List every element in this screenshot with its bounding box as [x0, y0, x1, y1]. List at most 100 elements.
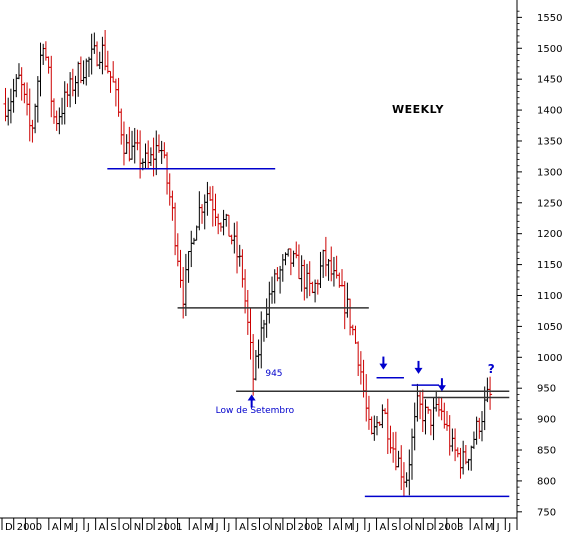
annotation-1: Low de Setembro — [216, 406, 295, 416]
price-tick-label: 1500 — [537, 44, 562, 55]
ohlc-bar — [100, 36, 105, 75]
price-tick-label: 800 — [537, 476, 556, 487]
date-tick-label: M — [344, 522, 353, 533]
ohlc-bar — [302, 259, 307, 301]
arrow-head — [414, 367, 423, 374]
price-tick-label: 950 — [537, 384, 556, 395]
ohlc-bar — [38, 42, 43, 97]
ohlc-bar — [189, 230, 194, 268]
ohlc-bar — [121, 121, 126, 166]
arrow-head — [379, 363, 388, 370]
date-tick-label: 2001 — [157, 522, 182, 533]
date-tick-label: J — [355, 522, 359, 533]
arrow-down-1 — [379, 356, 388, 370]
ohlc-bar — [296, 244, 301, 280]
ohlc-bar — [388, 425, 393, 454]
ohlc-bar — [431, 397, 436, 441]
ohlc-bar — [455, 447, 460, 458]
ohlc-bar — [428, 409, 433, 436]
ohlc-bar — [146, 140, 151, 169]
ohlc-bars — [3, 30, 493, 497]
ohlc-bar — [259, 311, 264, 369]
ohlc-bar — [95, 41, 100, 67]
ohlc-bar — [366, 395, 371, 430]
ohlc-bar — [205, 181, 210, 216]
ohlc-bar — [8, 88, 13, 124]
ohlc-bar — [261, 319, 266, 342]
ohlc-bar — [19, 67, 24, 101]
date-tick-label: O — [122, 522, 130, 533]
arrow-head — [247, 394, 256, 401]
ohlc-bar — [60, 97, 65, 125]
ohlc-bar — [127, 126, 132, 162]
date-tick-label: O — [403, 522, 411, 533]
ohlc-bar — [213, 193, 218, 227]
ohlc-bar — [245, 289, 250, 335]
ohlc-bar — [331, 256, 336, 287]
ohlc-bar — [113, 78, 118, 107]
date-tick-label: J — [507, 522, 511, 533]
date-tick-label: M — [64, 522, 73, 533]
ohlc-bar — [210, 185, 215, 227]
ohlc-bar — [148, 147, 153, 167]
annotations: 945 Low de Setembro? — [216, 356, 495, 416]
ohlc-bar — [243, 269, 248, 314]
date-tick-label: J — [74, 522, 78, 533]
price-tick-label: 1100 — [537, 291, 562, 302]
ohlc-bar — [138, 130, 143, 179]
ohlc-bar — [294, 241, 299, 259]
price-tick-label: 1550 — [537, 13, 562, 24]
date-tick-label: A — [333, 522, 340, 533]
ohlc-bar — [70, 68, 75, 97]
ohlc-bar — [159, 140, 164, 164]
ohlc-bar — [305, 263, 310, 299]
ohlc-bar — [22, 82, 27, 104]
ohlc-bar — [391, 432, 396, 463]
ohlc-bar — [307, 261, 312, 297]
chart-title: WEEKLY — [392, 103, 444, 116]
ohlc-bar — [14, 74, 19, 98]
ohlc-bar — [232, 222, 237, 254]
date-tick-label: S — [391, 522, 397, 533]
ohlc-bar — [412, 402, 417, 451]
date-tick-label: A — [99, 522, 106, 533]
ohlc-bar — [81, 60, 86, 85]
date-tick-label: J — [226, 522, 230, 533]
ohlc-bar — [286, 248, 291, 257]
date-tick-label: D — [426, 522, 434, 533]
ohlc-bar — [33, 103, 38, 134]
ohlc-bar — [380, 404, 385, 429]
arrow-head — [437, 385, 446, 392]
ohlc-bar — [323, 236, 328, 277]
date-tick-label: A — [192, 522, 199, 533]
ohlc-bar — [226, 214, 231, 237]
ohlc-bar — [165, 152, 170, 195]
ohlc-bar — [372, 415, 377, 441]
ohlc-bar — [186, 251, 191, 283]
date-tick-label: O — [263, 522, 271, 533]
ohlc-bar — [469, 445, 474, 471]
date-tick-label: J — [86, 522, 90, 533]
ohlc-bar — [458, 447, 463, 479]
date-tick-label: S — [110, 522, 116, 533]
ohlc-bar — [132, 127, 137, 164]
trend-lines — [107, 168, 510, 498]
date-tick-label: J — [367, 522, 371, 533]
ohlc-bar — [436, 396, 441, 417]
arrow-down-3 — [437, 378, 446, 392]
ohlc-bar — [30, 119, 35, 143]
ohlc-bar — [92, 32, 97, 54]
ohlc-bar — [393, 431, 398, 471]
ohlc-bar — [315, 279, 320, 295]
date-tick-label: M — [485, 522, 494, 533]
ohlc-bar — [49, 55, 54, 118]
arrow-down-2 — [414, 360, 423, 374]
ohlc-bar — [264, 298, 269, 338]
ohlc-bar — [16, 63, 21, 80]
date-tick-label: N — [274, 522, 281, 533]
ohlc-bar — [116, 77, 121, 117]
ohlc-bar — [25, 82, 30, 116]
ohlc-bar — [291, 250, 296, 267]
ohlc-bar — [415, 383, 420, 422]
